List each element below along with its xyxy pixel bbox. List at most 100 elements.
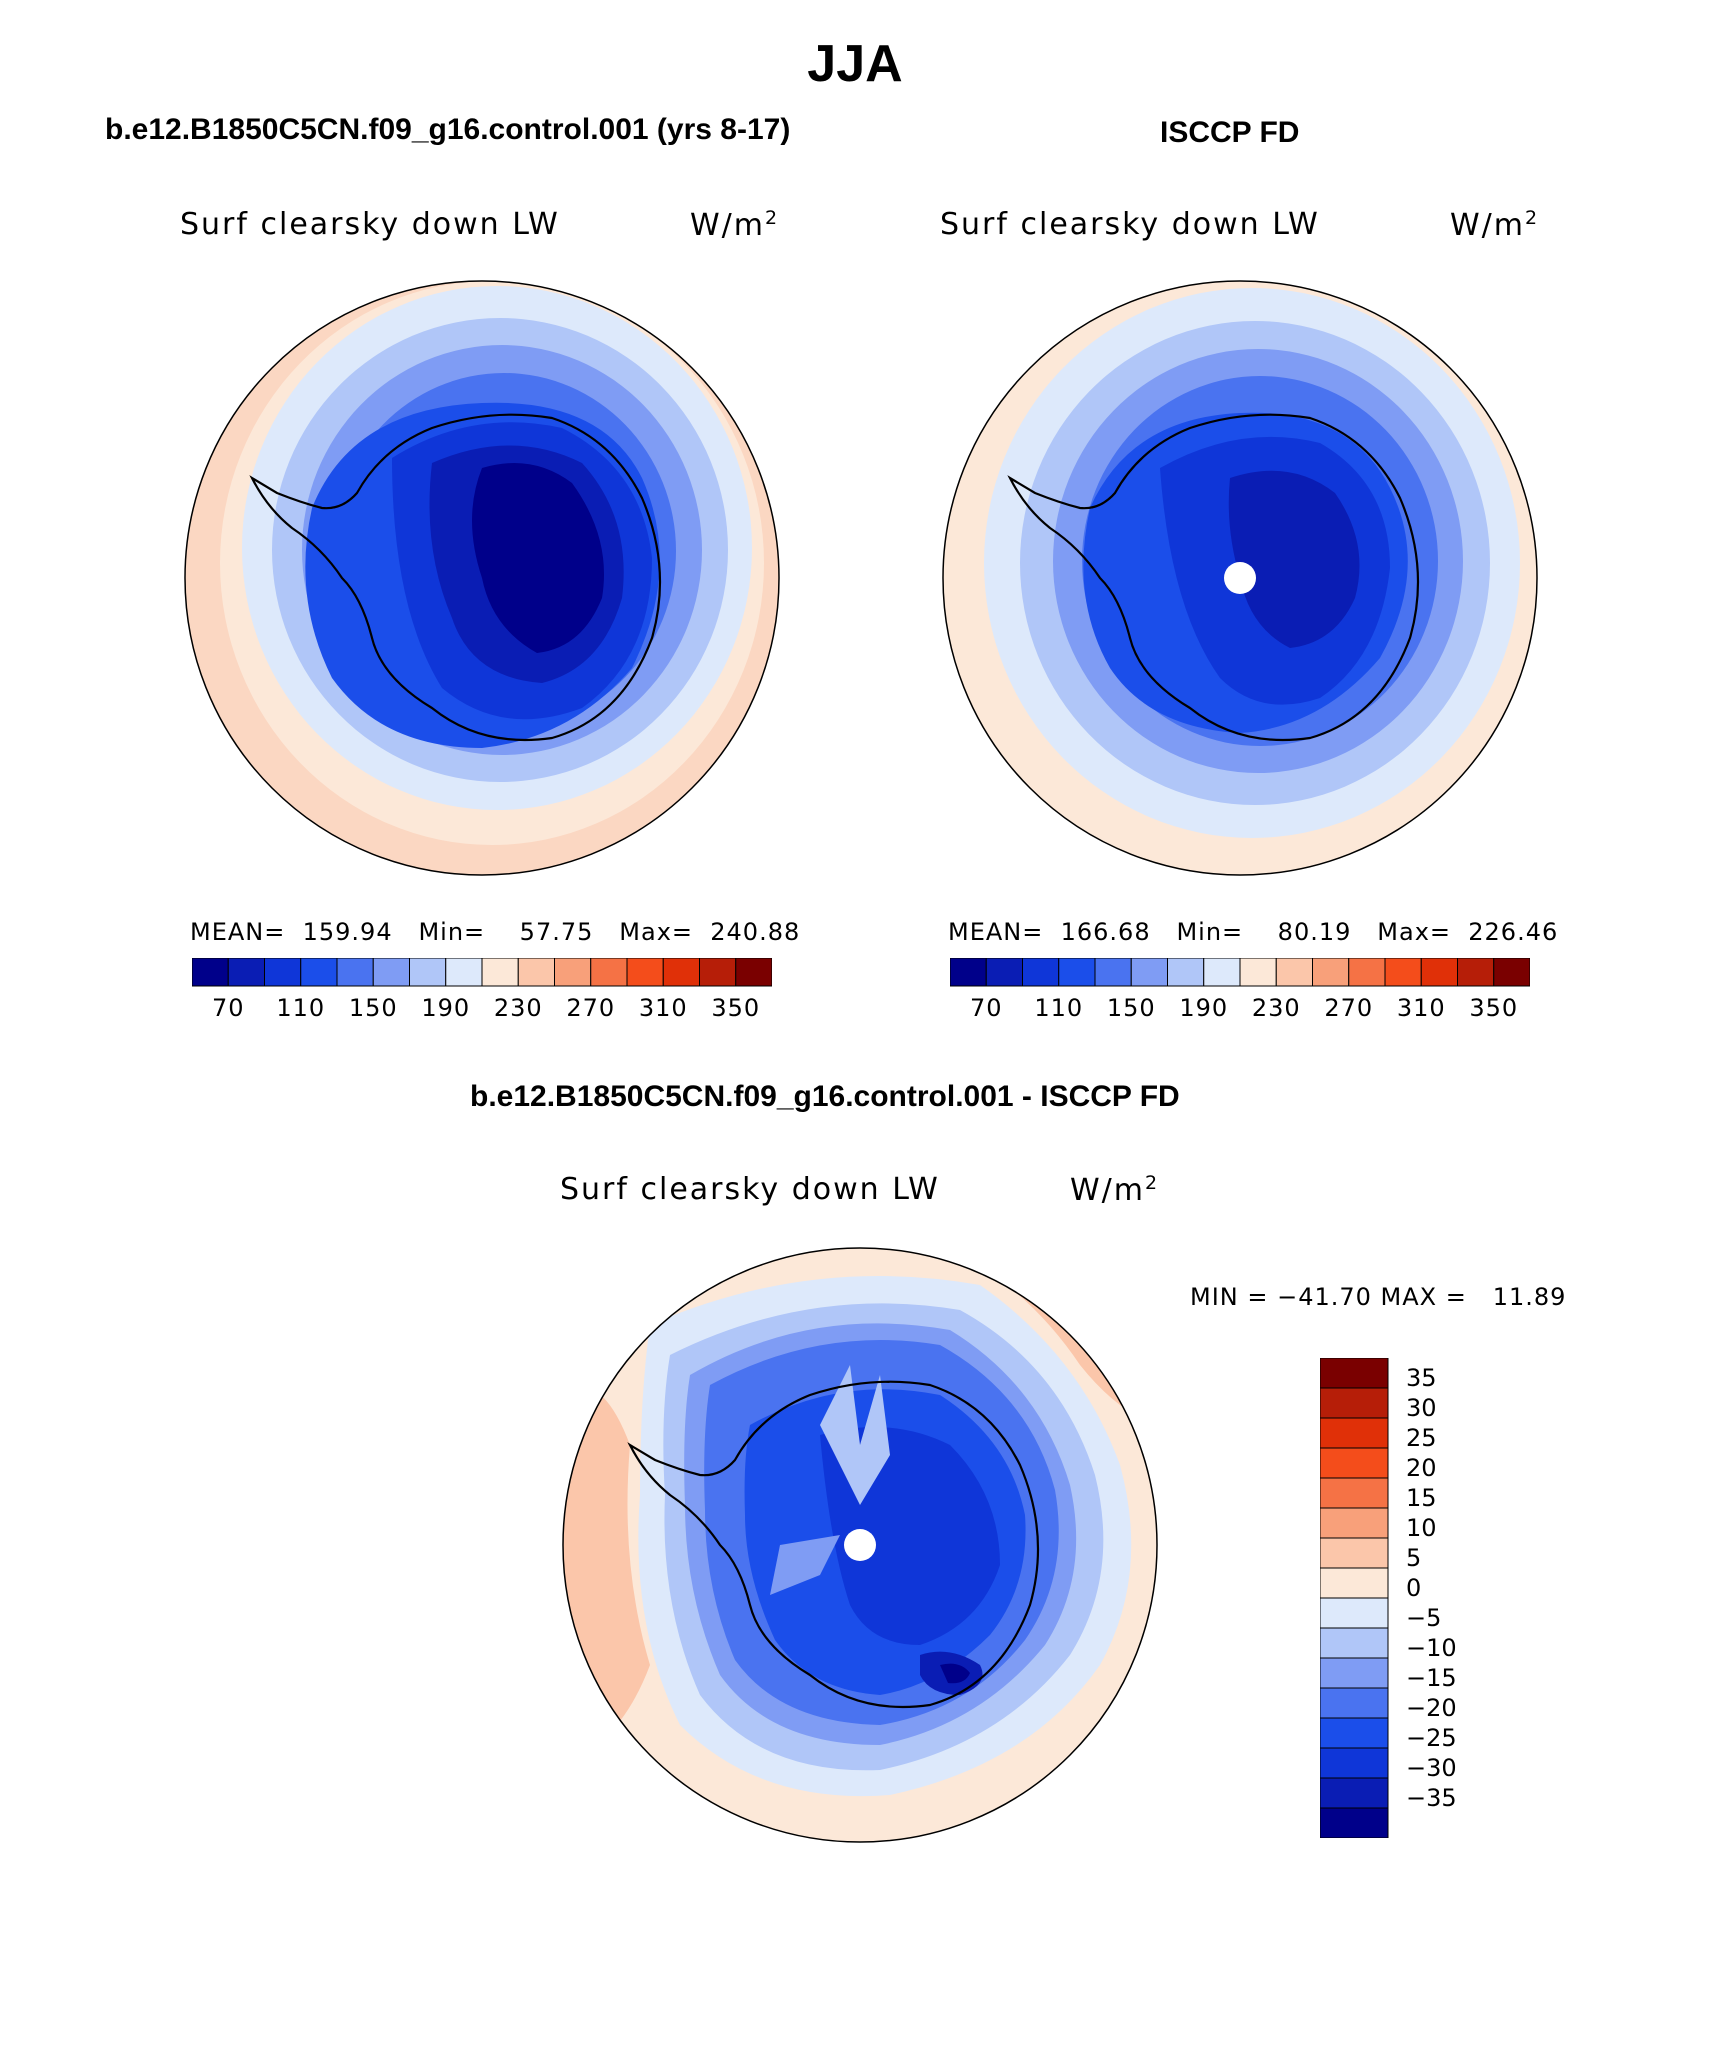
colorbar-swatch (1239, 958, 1277, 987)
colorbar-tick-label: −30 (1406, 1754, 1457, 1782)
model-variable-label: Surf clearsky down LW (180, 207, 560, 242)
colorbar-swatch (590, 958, 628, 987)
colorbar-swatch (662, 958, 700, 987)
colorbar-swatch (1320, 1597, 1389, 1629)
colorbar-swatch (1022, 958, 1060, 987)
colorbar-swatch (264, 958, 302, 987)
colorbar-swatch (227, 958, 265, 987)
contour-band-neg35 (940, 1663, 970, 1684)
colorbar-swatch (1320, 1447, 1389, 1479)
colorbar-tick-label: 310 (1396, 994, 1446, 1022)
map-boundary (184, 280, 780, 876)
colorbar-tick-label: −35 (1406, 1784, 1457, 1812)
colorbar-swatch (300, 958, 338, 987)
colorbar-swatch (481, 958, 519, 987)
model-polar-map (184, 280, 780, 876)
colorbar-swatch (1320, 1387, 1389, 1419)
colorbar-swatch (1058, 958, 1096, 987)
colorbar-tick-label: −20 (1406, 1694, 1457, 1722)
colorbar-swatch (554, 958, 592, 987)
colorbar-swatch (409, 958, 447, 987)
colorbar-tick-label: 35 (1406, 1364, 1437, 1392)
colorbar-tick-label: 10 (1406, 1514, 1437, 1542)
colorbar-swatch (1320, 1627, 1389, 1659)
colorbar-tick-label: 70 (969, 994, 1003, 1022)
colorbar-swatch (626, 958, 664, 987)
contour-band-0-ridge-north (820, 1365, 890, 1505)
colorbar-tick-label: 110 (276, 994, 326, 1022)
colorbar-tick-label: 20 (1406, 1454, 1437, 1482)
colorbar-swatch (1320, 1747, 1389, 1779)
model-panel-header: b.e12.B1850C5CN.f09_g16.control.001 (yrs… (105, 113, 791, 146)
colorbar-tick-label: 230 (1251, 994, 1301, 1022)
colorbar-tick-label: 230 (493, 994, 543, 1022)
colorbar-swatch (372, 958, 410, 987)
colorbar-swatch (950, 958, 987, 987)
polar-missing-data-hole (844, 1529, 876, 1561)
colorbar-swatch (1320, 1657, 1389, 1689)
colorbar-tick-label: 0 (1406, 1574, 1422, 1602)
antarctica-coastline (627, 1380, 1040, 1709)
colorbar-swatch (1320, 1477, 1389, 1509)
colorbar-swatch (1312, 958, 1350, 987)
colorbar-swatch (1320, 1567, 1389, 1599)
colorbar-swatch (735, 958, 772, 987)
colorbar-tick-label: 30 (1406, 1394, 1437, 1422)
obs-colorbar (950, 958, 1530, 987)
colorbar-swatch (445, 958, 483, 987)
colorbar-tick-label: 5 (1406, 1544, 1422, 1572)
colorbar-tick-label: 270 (1324, 994, 1374, 1022)
polar-missing-data-hole (1224, 562, 1256, 594)
diff-colorbar (1320, 1358, 1389, 1838)
colorbar-swatch (1320, 1717, 1389, 1749)
colorbar-swatch (1320, 1687, 1389, 1719)
map-boundary (942, 280, 1538, 876)
model-units-label: W/m2 (690, 207, 780, 243)
colorbar-tick-label: −5 (1406, 1604, 1442, 1632)
colorbar-tick-label: 70 (211, 994, 245, 1022)
diff-polar-map (562, 1247, 1158, 1843)
colorbar-tick-label: 15 (1406, 1484, 1437, 1512)
colorbar-tick-label: 350 (711, 994, 761, 1022)
colorbar-swatch (1384, 958, 1422, 987)
map-boundary (562, 1247, 1158, 1843)
antarctica-coastline (249, 413, 662, 742)
obs-variable-label: Surf clearsky down LW (940, 207, 1320, 242)
colorbar-swatch (1493, 958, 1530, 987)
figure-title: JJA (807, 35, 903, 93)
colorbar-tick-label: 310 (638, 994, 688, 1022)
colorbar-swatch (1167, 958, 1205, 987)
obs-panel-header: ISCCP FD (1160, 116, 1300, 149)
colorbar-swatch (1320, 1537, 1389, 1569)
colorbar-tick-label: 25 (1406, 1424, 1437, 1452)
colorbar-tick-label: 150 (348, 994, 398, 1022)
model-stats: MEAN= 159.94 Min= 57.75 Max= 240.88 (190, 918, 801, 946)
obs-stats: MEAN= 166.68 Min= 80.19 Max= 226.46 (948, 918, 1559, 946)
colorbar-swatch (1457, 958, 1495, 987)
colorbar-swatch (1348, 958, 1386, 987)
colorbar-tick-label: −15 (1406, 1664, 1457, 1692)
colorbar-tick-label: 110 (1034, 994, 1084, 1022)
diff-units-label: W/m2 (1070, 1172, 1160, 1208)
colorbar-swatch (985, 958, 1023, 987)
colorbar-swatch (1130, 958, 1168, 987)
diff-panel-header: b.e12.B1850C5CN.f09_g16.control.001 - IS… (470, 1080, 1180, 1113)
colorbar-swatch (1320, 1507, 1389, 1539)
colorbar-swatch (1094, 958, 1132, 987)
colorbar-tick-label: 150 (1106, 994, 1156, 1022)
colorbar-swatch (1203, 958, 1241, 987)
colorbar-swatch (336, 958, 374, 987)
contour-band-neg10-ridge-south (770, 1535, 840, 1595)
colorbar-tick-label: 270 (566, 994, 616, 1022)
colorbar-swatch (517, 958, 555, 987)
model-colorbar (192, 958, 772, 987)
colorbar-swatch (1320, 1807, 1389, 1838)
colorbar-tick-label: −25 (1406, 1724, 1457, 1752)
colorbar-tick-label: 190 (421, 994, 471, 1022)
colorbar-swatch (1320, 1358, 1389, 1389)
diff-minmax: MIN = −41.70 MAX = 11.89 (1190, 1283, 1567, 1311)
colorbar-swatch (1275, 958, 1313, 987)
obs-units-label: W/m2 (1450, 207, 1540, 243)
colorbar-swatch (1420, 958, 1458, 987)
colorbar-swatch (699, 958, 737, 987)
